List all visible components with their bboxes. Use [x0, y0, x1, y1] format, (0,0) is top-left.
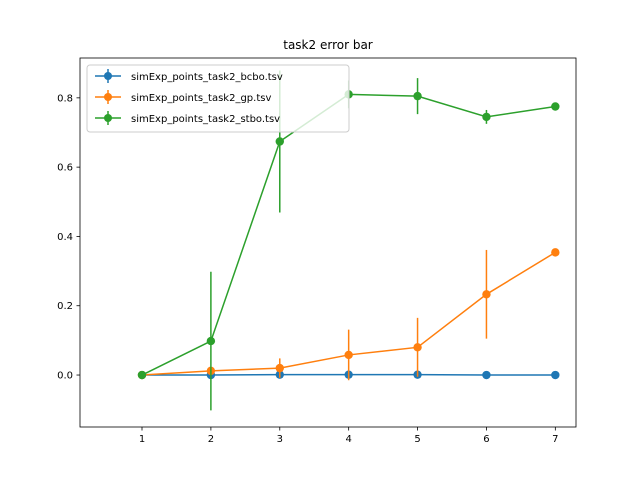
x-tick-label: 3	[277, 434, 283, 445]
legend-marker	[104, 114, 112, 122]
legend-entry: simExp_points_task2_gp.tsv	[95, 90, 271, 104]
data-point	[551, 248, 560, 257]
chart-title: task2 error bar	[283, 38, 373, 52]
x-tick-label: 5	[414, 434, 420, 445]
legend-label: simExp_points_task2_stbo.tsv	[131, 114, 280, 125]
y-tick-label: 0.2	[57, 301, 73, 312]
legend-marker	[104, 72, 112, 80]
legend: simExp_points_task2_bcbo.tsv simExp_point…	[86, 64, 350, 133]
x-tick-label: 4	[345, 434, 351, 445]
legend-label: simExp_points_task2_gp.tsv	[131, 93, 271, 104]
axes-frame	[79, 57, 577, 428]
data-point	[551, 102, 560, 111]
data-point	[551, 370, 560, 380]
y-tick-label: 0.8	[57, 93, 73, 104]
legend-label: simExp_points_task2_bcbo.tsv	[131, 72, 283, 83]
data-point	[413, 343, 422, 352]
data-point	[344, 350, 353, 360]
legend-entry: simExp_points_task2_stbo.tsv	[95, 111, 280, 125]
data-point	[275, 137, 284, 146]
y-tick-label: 0.6	[57, 163, 73, 174]
legend-marker	[104, 93, 112, 101]
data-point	[482, 112, 491, 122]
y-tick-label: 0.4	[57, 232, 73, 243]
data-point	[206, 336, 216, 346]
legend-box	[86, 64, 350, 133]
x-tick-label: 2	[208, 434, 214, 445]
data-point	[482, 370, 491, 380]
x-tick-label: 7	[552, 434, 558, 445]
data-point	[482, 290, 491, 299]
axes: 1 2 3 4 5 6 7 0.0 0.2 0.4 0.6 0.8	[57, 93, 558, 445]
data-point	[275, 363, 284, 373]
data-point	[413, 91, 422, 101]
x-tick-label: 6	[483, 434, 489, 445]
legend-entry: simExp_points_task2_bcbo.tsv	[95, 69, 283, 83]
y-tick-label: 0.0	[57, 371, 73, 382]
data-point	[137, 370, 147, 380]
x-tick-label: 1	[139, 434, 145, 445]
